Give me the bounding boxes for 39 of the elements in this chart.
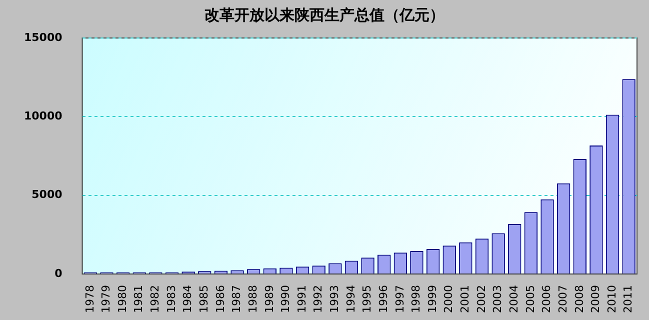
x-tick-label: 1988 xyxy=(246,285,260,314)
x-tick-label: 1994 xyxy=(344,285,358,314)
y-tick-label: 15000 xyxy=(24,30,63,44)
x-tick-label: 1998 xyxy=(410,285,423,314)
x-tick-label: 1989 xyxy=(262,285,276,314)
x-tick-label: 2009 xyxy=(589,285,602,314)
x-tick-label: 1983 xyxy=(164,285,178,314)
x-tick-label: 1999 xyxy=(426,285,439,314)
x-tick-label: 1992 xyxy=(312,285,325,314)
x-tick-label: 1995 xyxy=(360,285,374,314)
x-tick-label: 2007 xyxy=(556,285,570,314)
x-tick-label: 1985 xyxy=(197,285,210,314)
x-tick-label: 2010 xyxy=(605,285,618,314)
x-tick-label: 1993 xyxy=(328,285,342,314)
x-tick-label: 1991 xyxy=(295,285,308,314)
chart-title: 改革开放以来陕西生产总值（亿元） xyxy=(204,6,446,25)
x-tick-label: 1981 xyxy=(132,285,146,314)
y-tick-label: 10000 xyxy=(24,110,63,123)
y-tick-label: 0 xyxy=(54,266,63,280)
x-tick-label: 1978 xyxy=(83,285,96,314)
x-tick-label: 2004 xyxy=(507,285,520,314)
x-tick-label: 1986 xyxy=(214,285,227,314)
x-tick-label: 2008 xyxy=(572,285,586,314)
x-tick-label: 1987 xyxy=(230,285,244,314)
x-tick-label: 2005 xyxy=(524,285,537,314)
x-tick-label: 1997 xyxy=(393,285,406,314)
x-tick-label: 2003 xyxy=(491,285,504,314)
x-tick-label: 1996 xyxy=(376,285,390,314)
x-tick-label: 2001 xyxy=(458,285,472,314)
x-tick-label: 2011 xyxy=(622,285,635,314)
x-tick-label: 1980 xyxy=(116,285,129,314)
x-tick-label: 1982 xyxy=(148,285,162,314)
x-tick-label: 1990 xyxy=(279,285,292,314)
y-tick-label: 5000 xyxy=(32,188,63,202)
x-tick-label: 2006 xyxy=(540,285,554,314)
x-tick-label: 1979 xyxy=(100,285,113,314)
x-tick-label: 2002 xyxy=(474,285,488,314)
x-tick-label: 2000 xyxy=(442,285,456,314)
x-tick-label: 1984 xyxy=(181,285,194,314)
